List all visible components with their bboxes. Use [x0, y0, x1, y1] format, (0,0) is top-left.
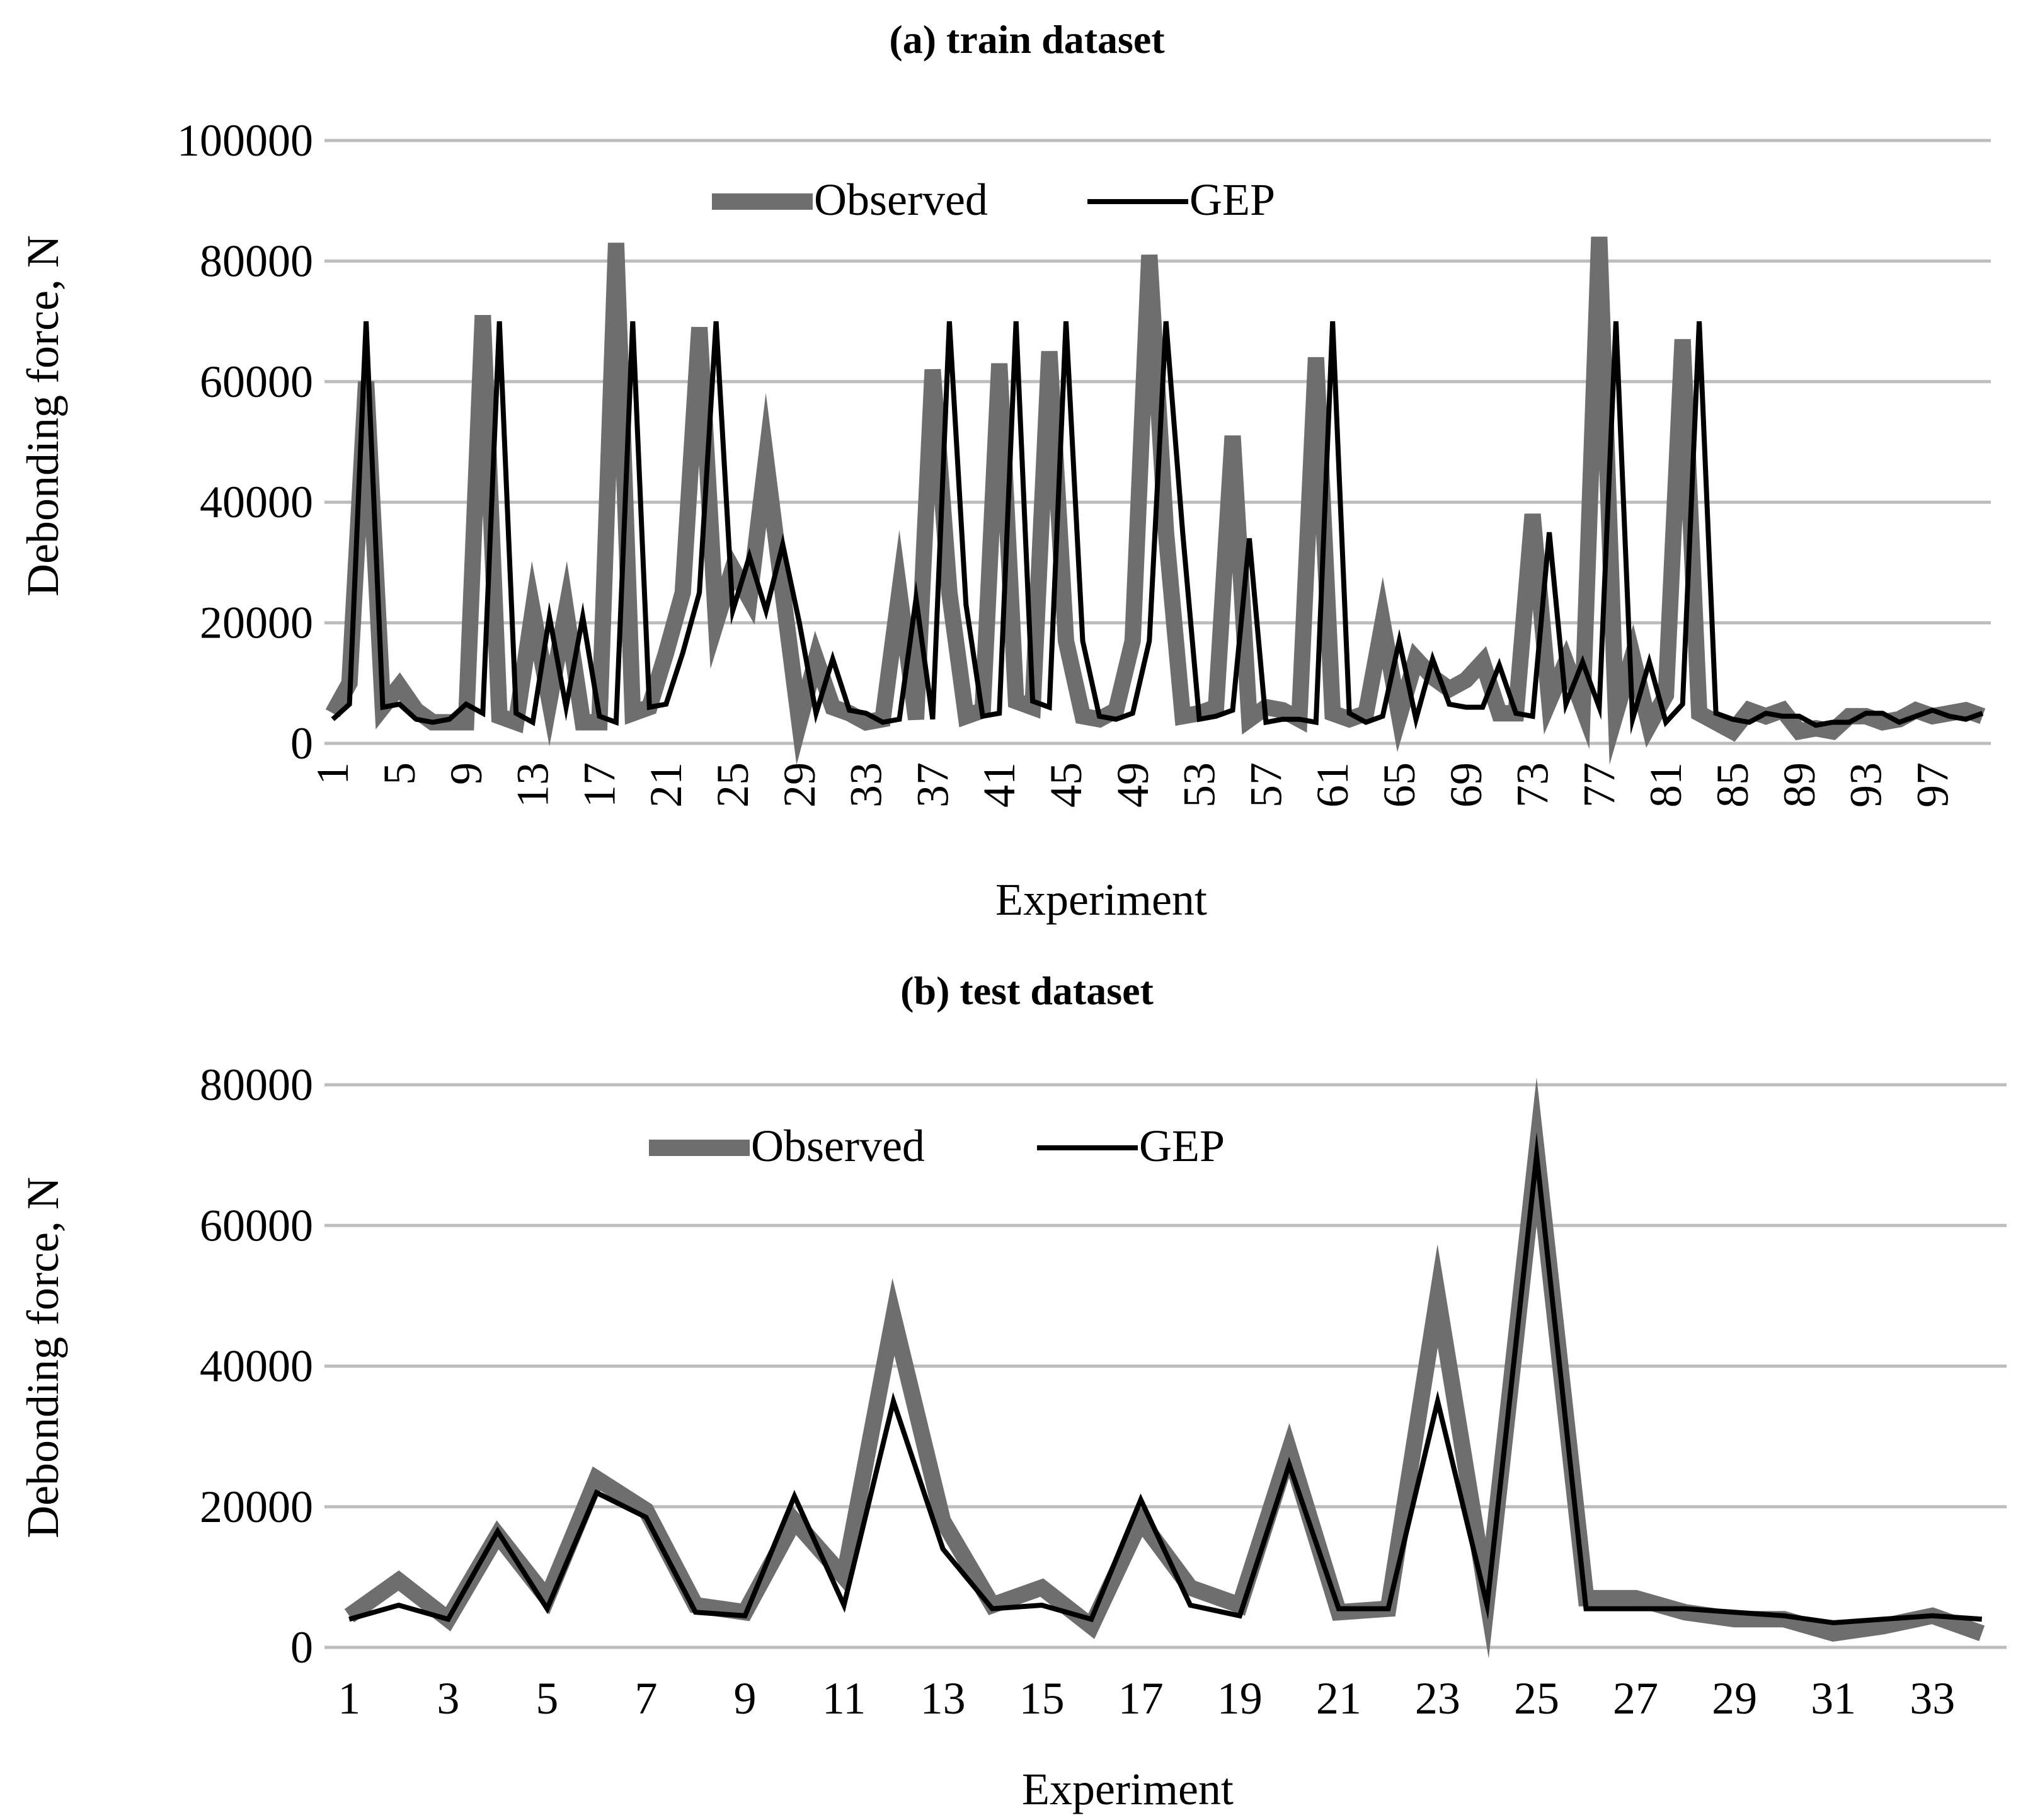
y-tick-label: 0	[290, 1622, 313, 1673]
x-tick-label: 15	[1019, 1673, 1065, 1724]
x-tick-label: 29	[774, 762, 825, 808]
x-tick-label: 85	[1707, 762, 1758, 808]
x-tick-label: 5	[536, 1673, 558, 1724]
x-tick-label: 13	[508, 762, 558, 808]
y-tick-labels: 0 20000 40000 60000 80000	[200, 1060, 313, 1673]
chart-test: (b) test dataset 0 20000 40000 60000 80000 1…	[18, 968, 2007, 1814]
y-tick-label: 100000	[177, 115, 313, 166]
chart-train: (a) train dataset 0 20000 40000 60000 80000 1…	[18, 17, 1991, 925]
x-axis-label: Experiment	[995, 874, 1207, 925]
series-line-gep	[331, 321, 1984, 735]
y-tick-label: 20000	[200, 1482, 313, 1532]
x-tick-label: 57	[1241, 762, 1291, 808]
series-line-observed	[325, 236, 1986, 765]
x-tick-label: 17	[1118, 1673, 1164, 1724]
x-tick-label: 61	[1307, 762, 1358, 808]
x-tick-label: 25	[708, 762, 758, 808]
series-lines	[344, 1077, 1985, 1659]
x-tick-label: 65	[1374, 762, 1424, 808]
x-tick-label: 19	[1217, 1673, 1263, 1724]
x-tick-label: 81	[1641, 762, 1691, 808]
x-tick-labels: 1 5 9 13 17 21 25 29 33 37 41 45 49 53 57 61 65 69 73 77 81 8…	[307, 762, 1957, 808]
x-tick-label: 29	[1712, 1673, 1757, 1724]
x-tick-label: 37	[907, 762, 958, 808]
legend-label-observed: Observed	[814, 175, 988, 225]
x-tick-label: 7	[634, 1673, 657, 1724]
series-line-gep	[348, 1131, 1982, 1625]
x-tick-label: 33	[1910, 1673, 1955, 1724]
chart-title: (b) test dataset	[900, 968, 1154, 1013]
x-tick-label: 31	[1811, 1673, 1856, 1724]
x-tick-label: 21	[1316, 1673, 1361, 1724]
x-tick-label: 89	[1774, 762, 1825, 808]
y-tick-labels: 0 20000 40000 60000 80000 100000	[177, 115, 313, 769]
y-tick-label: 40000	[200, 1341, 313, 1392]
chart-title: (a) train dataset	[889, 17, 1165, 62]
y-tick-label: 0	[290, 718, 313, 769]
x-tick-label: 21	[641, 762, 691, 808]
x-tick-label: 13	[920, 1673, 966, 1724]
y-axis-label: Debonding force, N	[18, 1177, 68, 1538]
x-tick-label: 27	[1613, 1673, 1658, 1724]
y-axis-label: Debonding force, N	[18, 235, 68, 597]
legend-label-observed: Observed	[751, 1121, 925, 1171]
x-tick-label: 69	[1441, 762, 1491, 808]
x-tick-label: 33	[841, 762, 891, 808]
legend-label-gep: GEP	[1139, 1121, 1225, 1171]
legend-label-gep: GEP	[1189, 175, 1275, 225]
y-tick-label: 80000	[200, 236, 313, 286]
x-tick-label: 11	[822, 1673, 866, 1724]
x-tick-label: 9	[734, 1673, 757, 1724]
series-line-observed	[344, 1077, 1985, 1659]
legend: Observed GEP	[712, 175, 1275, 225]
y-tick-label: 60000	[200, 357, 313, 407]
x-axis-label: Experiment	[1022, 1764, 1234, 1814]
x-tick-label: 17	[574, 762, 624, 808]
x-tick-label: 49	[1108, 762, 1158, 808]
y-tick-label: 40000	[200, 477, 313, 527]
x-tick-label: 97	[1907, 762, 1957, 808]
x-tick-label: 41	[974, 762, 1024, 808]
x-tick-label: 9	[441, 762, 491, 785]
y-tick-label: 20000	[200, 598, 313, 648]
x-tick-label: 93	[1841, 762, 1891, 808]
series-lines	[325, 236, 1986, 765]
x-tick-label: 1	[307, 762, 358, 785]
y-tick-label: 60000	[200, 1200, 313, 1251]
x-tick-label: 3	[437, 1673, 459, 1724]
x-tick-label: 45	[1041, 762, 1091, 808]
x-tick-label: 1	[338, 1673, 360, 1724]
x-tick-label: 53	[1174, 762, 1225, 808]
x-tick-labels: 1 3 5 7 9 11 13 15 17 19 21 23 25 27 29 31 33	[338, 1673, 1955, 1724]
x-tick-label: 73	[1508, 762, 1558, 808]
grid-lines	[324, 1083, 2007, 1649]
x-tick-label: 5	[374, 762, 425, 785]
x-tick-label: 23	[1415, 1673, 1460, 1724]
legend: Observed GEP	[649, 1121, 1225, 1171]
x-tick-label: 25	[1514, 1673, 1559, 1724]
y-tick-label: 80000	[200, 1060, 313, 1110]
x-tick-label: 77	[1574, 762, 1624, 808]
